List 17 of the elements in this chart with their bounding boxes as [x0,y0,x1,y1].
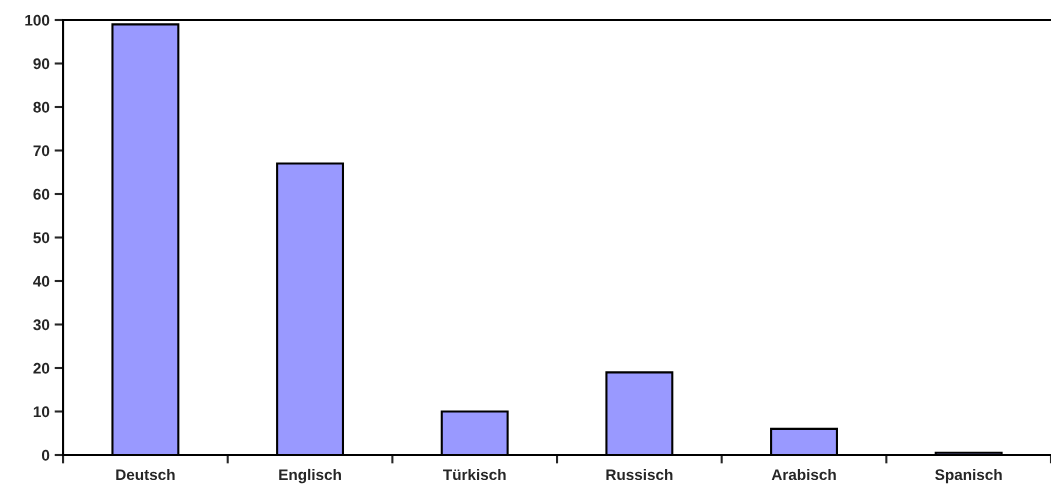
x-tick-label: Deutsch [116,468,175,481]
y-tick-label: 50 [33,232,50,244]
y-tick-label: 30 [33,319,50,331]
y-tick-label: 10 [33,406,50,418]
x-tick-label: Türkisch [443,468,506,481]
y-tick-label: 40 [33,275,50,287]
x-tick-label: Arabisch [771,468,836,481]
x-tick-label: Spanisch [935,468,1002,484]
x-tick-label: Englisch [279,468,341,484]
y-tick-label: 80 [33,101,50,113]
y-tick-label: 60 [33,188,50,200]
y-tick-label: 0 [41,449,50,461]
y-tick-label: 70 [33,145,50,157]
y-tick-label: 90 [33,58,50,70]
y-tick-label: 100 [25,14,50,26]
y-tick-label: 20 [33,362,50,374]
x-tick-label: Russisch [606,468,673,481]
